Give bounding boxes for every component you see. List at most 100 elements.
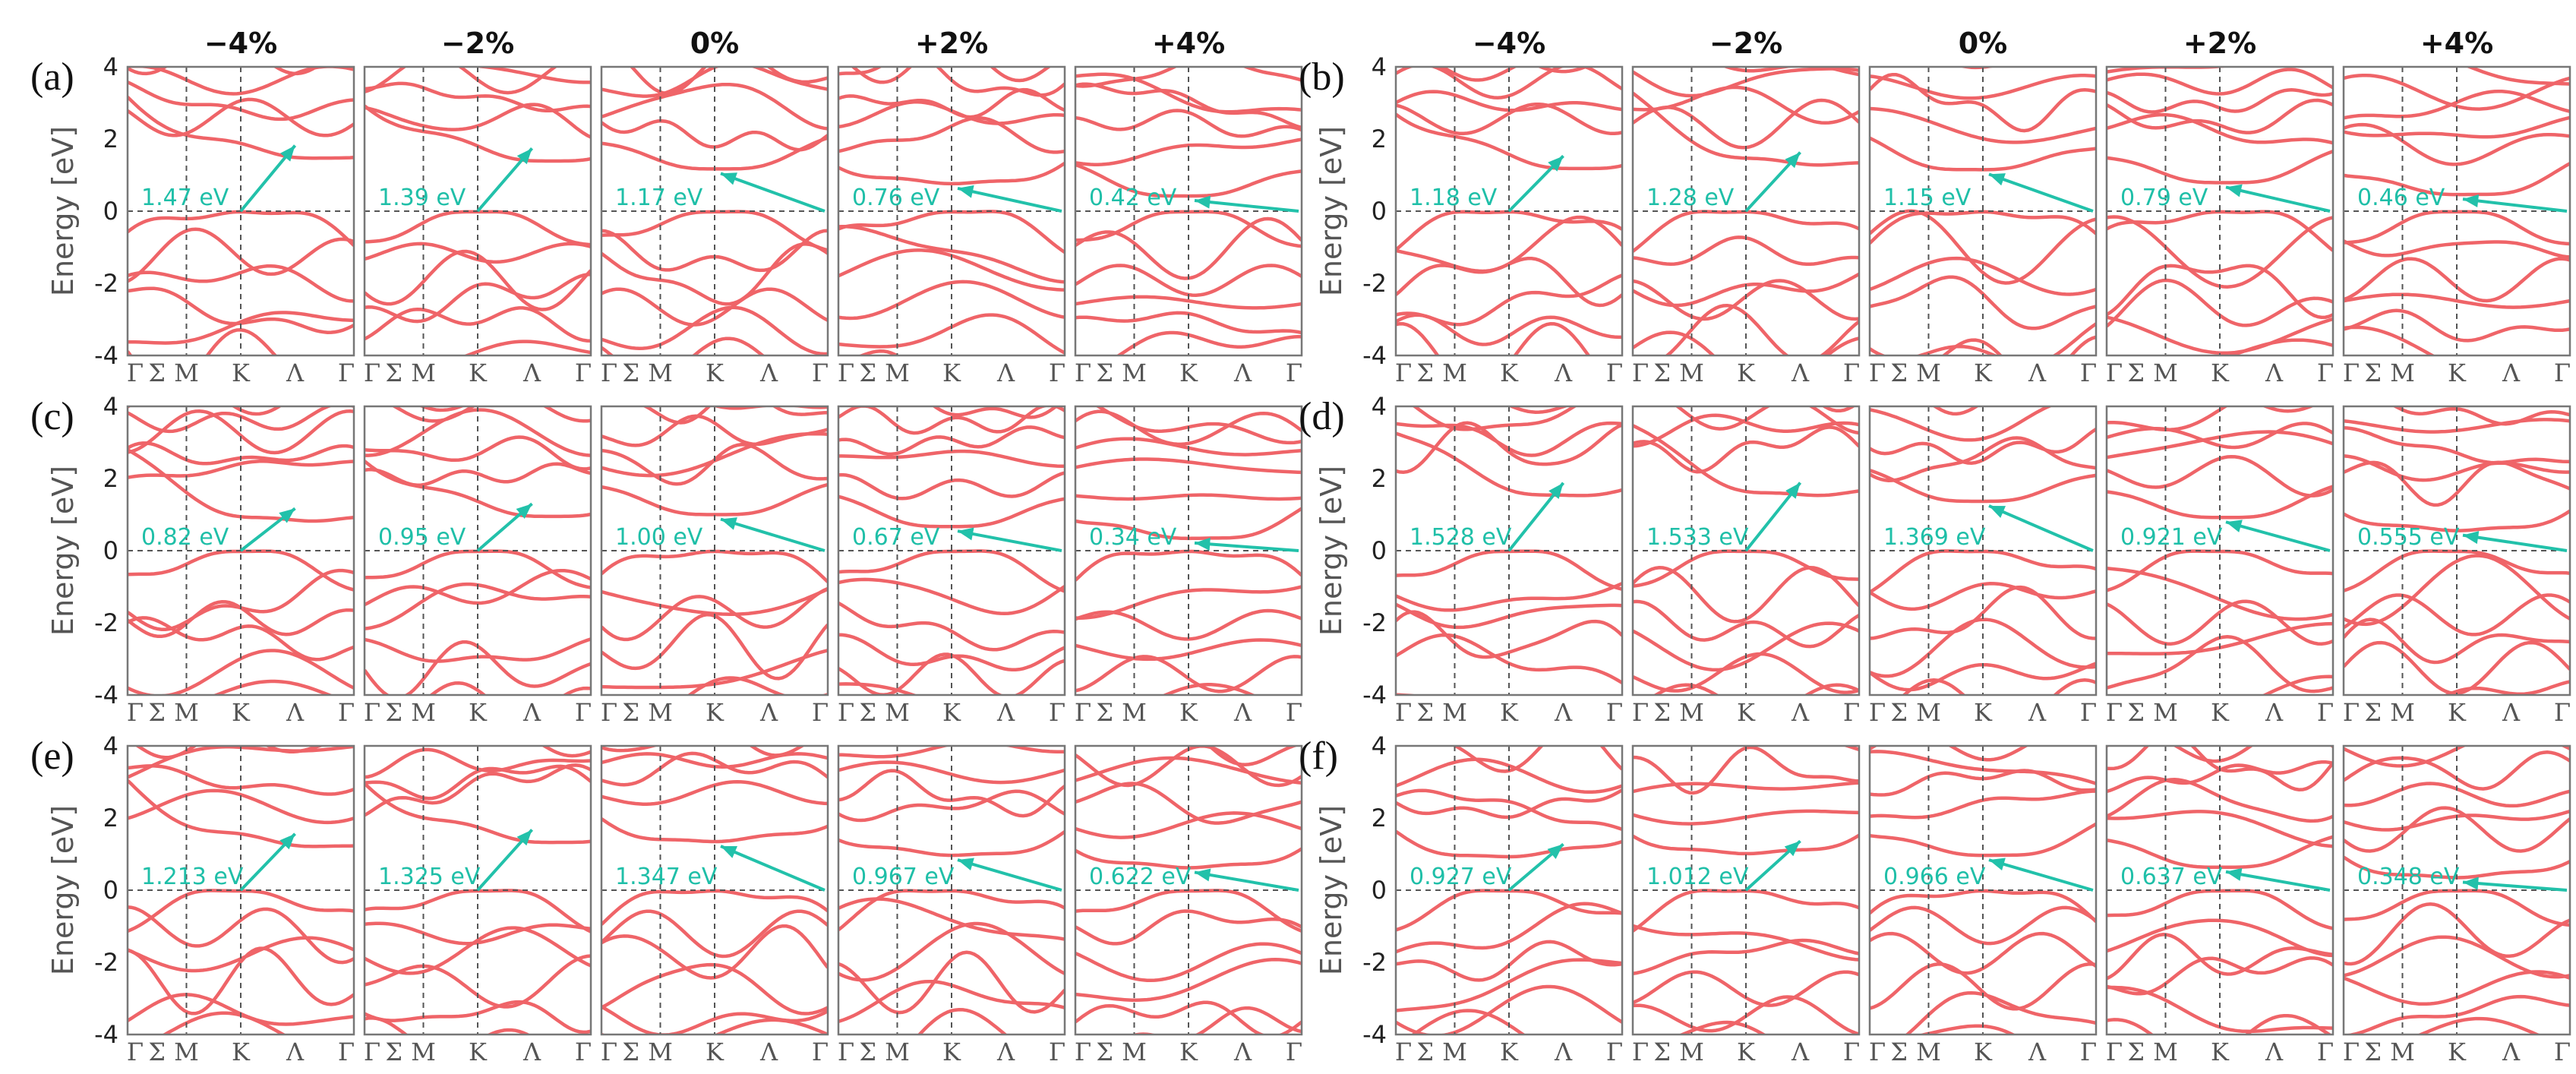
subplot-frame — [1868, 744, 2098, 1036]
k-path-label: Σ — [1416, 359, 1434, 387]
panel-letter: (d) — [1299, 395, 1345, 438]
subplot-frame — [1631, 744, 1861, 1036]
band-gap-label: 1.533 eV — [1646, 524, 1749, 551]
valence-band-line — [128, 936, 354, 973]
k-path-label: Γ — [1286, 1038, 1302, 1066]
subplot: Γ Σ M K Λ Γ1.15 eV — [1868, 65, 2098, 387]
k-path-label: K — [469, 698, 488, 727]
gap-arrow-shaft — [1194, 870, 1299, 892]
valence-band-line — [1396, 902, 1622, 954]
k-path-label: Γ — [1286, 359, 1302, 387]
y-tick-label: 2 — [103, 125, 118, 153]
k-path-label: Γ — [601, 698, 617, 727]
panel-letter: (f) — [1299, 734, 1338, 778]
band-gap-label: 0.348 eV — [2357, 864, 2460, 890]
panel-letter: (e) — [30, 734, 74, 778]
k-path-label: Γ — [1395, 698, 1412, 727]
k-path-label: Γ — [127, 359, 144, 387]
k-path-label: Σ — [1653, 1038, 1671, 1066]
conduction-band-line — [2344, 460, 2570, 507]
y-tick-label: 4 — [1372, 52, 1387, 81]
k-path-label: M — [411, 359, 436, 387]
k-path-label: Γ — [1632, 1038, 1649, 1066]
valence-band-line — [462, 340, 591, 355]
band-gap-label: 0.76 eV — [852, 185, 940, 211]
conduction-band-line — [365, 764, 591, 801]
k-path-label: Γ — [2080, 359, 2097, 387]
conduction-band-line — [850, 67, 1052, 84]
subplot: Γ Σ M K Λ Γ0.555 eV — [2342, 405, 2571, 727]
y-tick-label: -2 — [1362, 269, 1387, 298]
subplot-frame — [363, 405, 592, 697]
k-path-label: Λ — [759, 359, 778, 387]
conduction-band-line — [1396, 67, 1622, 100]
strain-label: +2% — [915, 27, 988, 60]
conduction-band-line — [1075, 109, 1302, 138]
conduction-band-line — [601, 746, 806, 757]
k-path-label: Γ — [1632, 698, 1649, 727]
subplot-frame — [1074, 744, 1303, 1036]
valence-band-line — [601, 305, 828, 355]
conduction-band-line — [1870, 789, 2096, 820]
k-path-label: Σ — [1096, 1038, 1113, 1066]
subplot-frame — [1394, 744, 1624, 1036]
band-gap-label: 1.012 eV — [1646, 864, 1749, 890]
conduction-band-line — [1633, 424, 1859, 498]
gap-arrow-shaft — [720, 845, 826, 892]
subplot: Γ Σ M K Λ Γ0.966 eV — [1868, 744, 2098, 1066]
panel-c: (c)Energy [eV]420-2-4Γ Σ M K Λ Γ0.82 eVΓ Σ M K Λ Γ… — [30, 392, 1303, 727]
band-gap-label: 1.325 eV — [378, 864, 481, 890]
conduction-band-line — [1075, 67, 1302, 88]
band-gap-label: 0.95 eV — [378, 524, 466, 551]
subplot-frame — [2342, 65, 2571, 357]
valence-band-line — [857, 349, 900, 355]
k-path-label: Γ — [1395, 359, 1412, 387]
band-gap-label: 1.39 eV — [378, 185, 466, 211]
k-path-label: Γ — [1843, 1038, 1860, 1066]
conduction-band-line — [838, 494, 1065, 529]
k-path-label: Λ — [2502, 1038, 2521, 1066]
gap-arrow-head — [1547, 844, 1564, 859]
k-path-label: Λ — [1554, 1038, 1573, 1066]
conduction-band-line — [1396, 421, 1622, 474]
valence-band-line — [601, 586, 828, 642]
valence-band-line — [1075, 942, 1302, 983]
k-path-label: M — [648, 698, 673, 727]
k-path-label: M — [1122, 698, 1147, 727]
band-gap-label: 0.555 eV — [2357, 524, 2460, 551]
band-gap-label: 1.47 eV — [141, 185, 229, 211]
valence-band-line — [365, 921, 591, 946]
conduction-band-line — [1075, 782, 1302, 825]
k-path-label: M — [1679, 1038, 1704, 1066]
k-path-label: Γ — [338, 359, 355, 387]
valence-band-line — [1075, 655, 1302, 693]
conduction-band-line — [2344, 115, 2570, 139]
conduction-band-line — [2107, 485, 2333, 520]
conduction-band-line — [838, 746, 1065, 759]
k-path-label: Λ — [1233, 1038, 1252, 1066]
y-axis-label: Energy [eV] — [1315, 126, 1348, 296]
conduction-band-line — [1396, 102, 1622, 136]
k-path-label: Γ — [601, 1038, 617, 1066]
k-path-label: M — [1122, 359, 1147, 387]
strain-label: +4% — [2420, 27, 2493, 60]
subplot-frame — [2342, 744, 2571, 1036]
y-tick-label: -2 — [1362, 948, 1387, 977]
conduction-band-line — [2107, 810, 2333, 848]
valence-band-line — [1633, 235, 1859, 267]
subplot-frame — [363, 744, 592, 1036]
subplot-frame — [600, 405, 829, 697]
conduction-band-line — [2107, 835, 2333, 869]
k-path-label: M — [2390, 1038, 2415, 1066]
panel-letter: (c) — [30, 395, 74, 438]
conduction-band-line — [629, 67, 828, 96]
k-path-label: K — [1500, 698, 1519, 727]
k-path-label: M — [2153, 1038, 2178, 1066]
valence-band-line — [428, 681, 591, 695]
gap-arrow-head — [1989, 858, 2006, 871]
y-tick-label: 2 — [1372, 464, 1387, 493]
k-path-label: K — [232, 698, 251, 727]
k-path-label: Γ — [2343, 359, 2360, 387]
strain-label: +4% — [1152, 27, 1225, 60]
k-path-label: Σ — [385, 1038, 402, 1066]
